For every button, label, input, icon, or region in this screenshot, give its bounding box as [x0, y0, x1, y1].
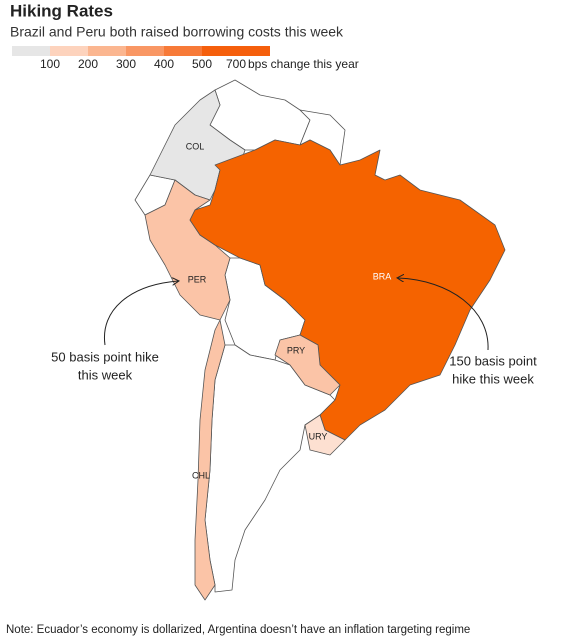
annotation: hike this week — [452, 371, 534, 386]
legend-swatch — [88, 46, 126, 56]
country-label: PER — [188, 274, 207, 284]
legend-swatch — [12, 46, 50, 56]
legend-label: 500 — [192, 57, 212, 71]
annotation: this week — [78, 367, 133, 382]
subtitle: Brazil and Peru both raised borrowing co… — [10, 24, 344, 40]
legend: 100 200 300 400 500 700 bps change this year — [12, 46, 359, 71]
brazil — [189, 139, 506, 441]
legend-unit: bps change this year — [248, 57, 359, 71]
title: Hiking Rates — [10, 1, 113, 20]
country-label: COL — [186, 141, 205, 151]
annotation-arrow — [103, 281, 178, 346]
annotation-arrow — [398, 278, 489, 351]
annotation: 150 basis point — [449, 353, 537, 368]
uruguay — [304, 414, 346, 456]
legend-label: 700 — [226, 57, 246, 71]
legend-label: 300 — [116, 57, 136, 71]
legend-label: 200 — [78, 57, 98, 71]
country-label: CHL — [192, 470, 210, 480]
legend-swatch — [50, 46, 88, 56]
peru — [144, 179, 231, 321]
country-label: BRA — [373, 271, 392, 281]
legend-swatch — [126, 46, 164, 56]
legend-swatch — [202, 46, 270, 56]
map — [134, 79, 506, 601]
legend-label: 100 — [40, 57, 60, 71]
country-label: URY — [309, 431, 328, 441]
note: Note: Ecuador’s economy is dollarized, A… — [6, 624, 470, 636]
legend-swatch — [164, 46, 202, 56]
legend-label: 400 — [154, 57, 174, 71]
paraguay — [274, 334, 341, 396]
annotation: 50 basis point hike — [51, 349, 159, 364]
country-label: PRY — [287, 345, 305, 355]
chile — [194, 319, 226, 601]
